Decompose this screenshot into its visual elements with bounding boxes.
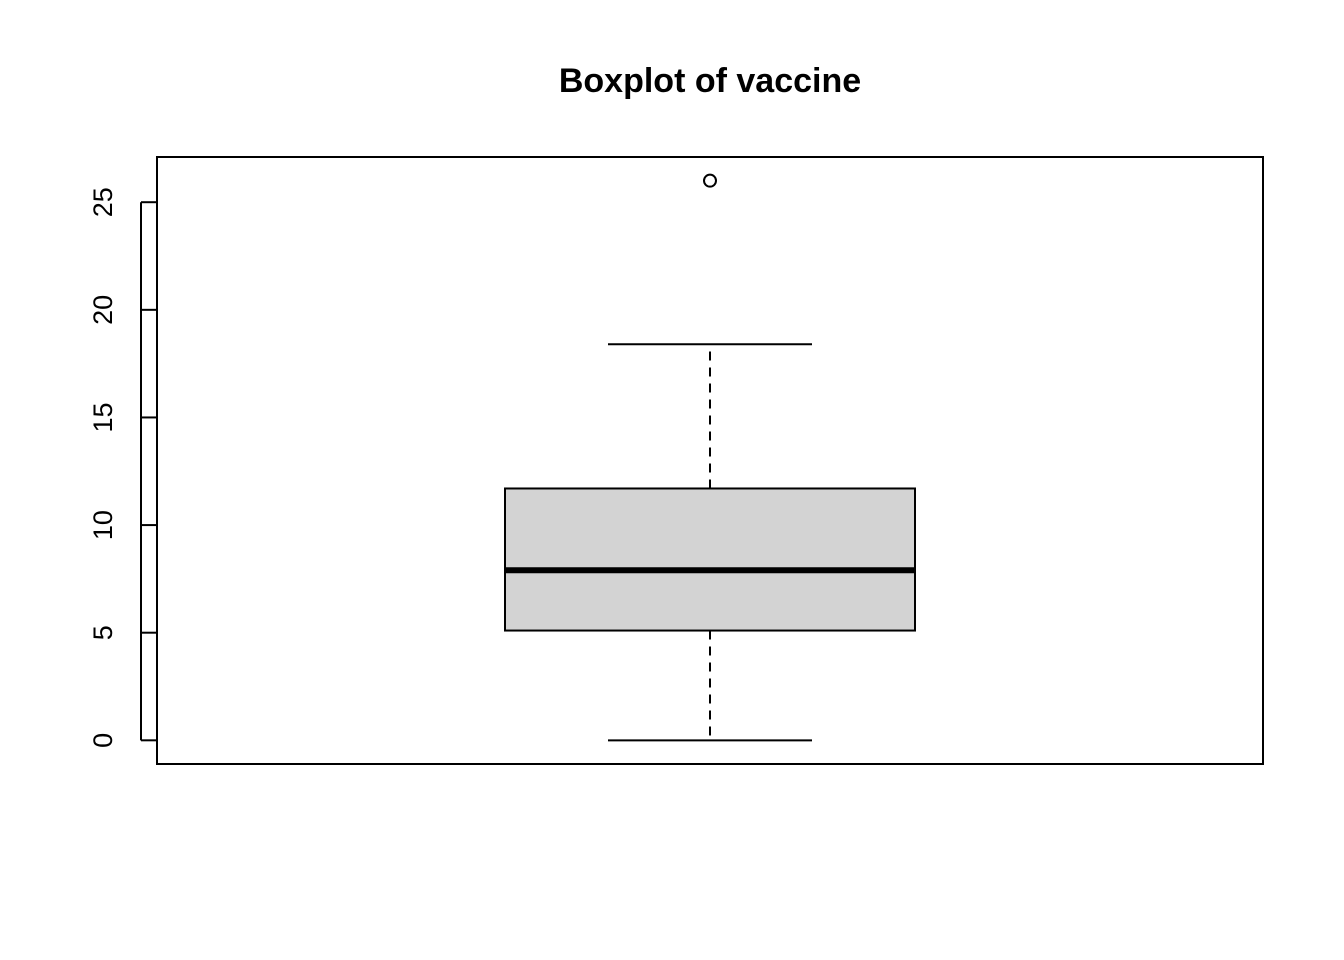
outlier-point (703, 173, 717, 188)
y-tick-label: 5 (88, 625, 118, 640)
y-axis: 0 5 10 15 20 25 (88, 187, 157, 748)
box-plot (504, 173, 916, 742)
y-tick-label: 15 (88, 402, 118, 432)
plot-frame (156, 156, 1264, 765)
y-tick-label: 0 (88, 733, 118, 748)
y-tick-label: 10 (88, 510, 118, 540)
chart-title: Boxplot of vaccine (559, 62, 861, 100)
y-tick-label: 25 (88, 187, 118, 217)
interquartile-box (504, 487, 916, 632)
y-tick-label: 20 (88, 295, 118, 325)
